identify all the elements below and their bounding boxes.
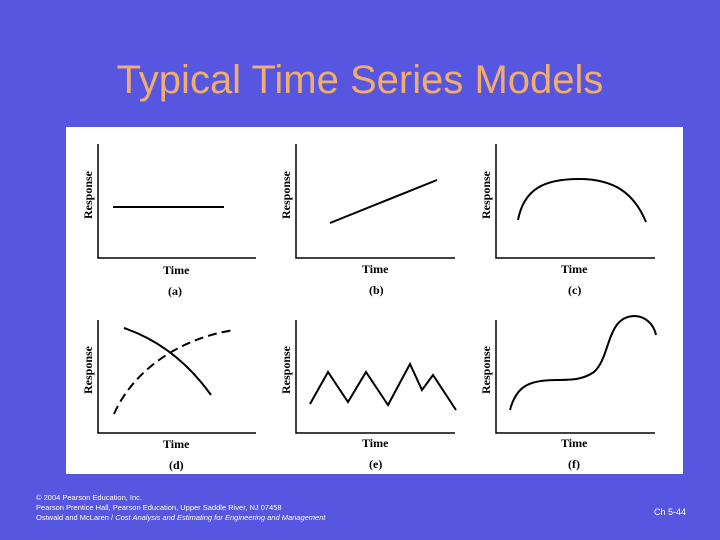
panel-f-axes bbox=[495, 320, 655, 434]
panel-f-ylabel: Response bbox=[479, 345, 493, 394]
footer-line-1: © 2004 Pearson Education, Inc. bbox=[36, 493, 143, 502]
panel-a: Response Time (a) bbox=[81, 144, 256, 298]
panel-d-curve-increasing bbox=[113, 329, 235, 415]
copyright-footer: © 2004 Pearson Education, Inc. Pearson P… bbox=[36, 493, 325, 523]
slide-title: Typical Time Series Models bbox=[116, 58, 604, 102]
panel-f-curve bbox=[509, 314, 657, 411]
footer-authors: Ostwald and McLaren / bbox=[36, 513, 116, 522]
panel-b-curve bbox=[329, 179, 438, 224]
panel-d-ylabel: Response bbox=[81, 345, 95, 394]
panel-b-axes bbox=[295, 144, 455, 259]
panel-b: Response Time (b) bbox=[279, 144, 455, 297]
panel-a-label: (a) bbox=[168, 284, 182, 298]
time-series-figure: Response Time (a) Response Time (b) Resp… bbox=[66, 127, 683, 474]
panel-b-xlabel: Time bbox=[362, 262, 389, 276]
panel-e-label: (e) bbox=[369, 457, 382, 471]
panel-d-curve-decreasing bbox=[123, 327, 212, 396]
panel-a-xlabel: Time bbox=[163, 263, 190, 277]
panel-f-xlabel: Time bbox=[561, 436, 588, 450]
panel-c-xlabel: Time bbox=[561, 262, 588, 276]
footer-line-2: Pearson Prentice Hall, Pearson Education… bbox=[36, 503, 282, 512]
panel-e-axes bbox=[295, 320, 455, 434]
panel-a-axes bbox=[97, 144, 256, 259]
footer-book-title: Cost Analysis and Estimating for Enginee… bbox=[115, 513, 326, 522]
slide-number: Ch 5-44 bbox=[654, 507, 687, 517]
panel-b-label: (b) bbox=[369, 283, 384, 297]
panel-c-label: (c) bbox=[568, 283, 581, 297]
panel-e: Response Time (e) bbox=[279, 320, 457, 471]
panel-a-ylabel: Response bbox=[81, 170, 95, 219]
panel-f: Response Time (f) bbox=[479, 314, 657, 471]
panel-d-label: (d) bbox=[169, 458, 184, 472]
panel-c-axes bbox=[495, 144, 655, 259]
panel-e-ylabel: Response bbox=[279, 345, 293, 394]
panel-d: Response Time (d) bbox=[81, 320, 256, 472]
panel-f-label: (f) bbox=[568, 457, 580, 471]
panel-d-xlabel: Time bbox=[163, 437, 190, 451]
panel-e-curve bbox=[309, 361, 457, 411]
panel-c: Response Time (c) bbox=[479, 144, 655, 297]
panel-c-curve bbox=[517, 177, 647, 223]
panel-e-xlabel: Time bbox=[362, 436, 389, 450]
panel-b-ylabel: Response bbox=[279, 170, 293, 219]
footer-line-3: Ostwald and McLaren / Cost Analysis and … bbox=[36, 513, 325, 523]
panel-c-ylabel: Response bbox=[479, 170, 493, 219]
panel-d-axes bbox=[97, 320, 256, 434]
